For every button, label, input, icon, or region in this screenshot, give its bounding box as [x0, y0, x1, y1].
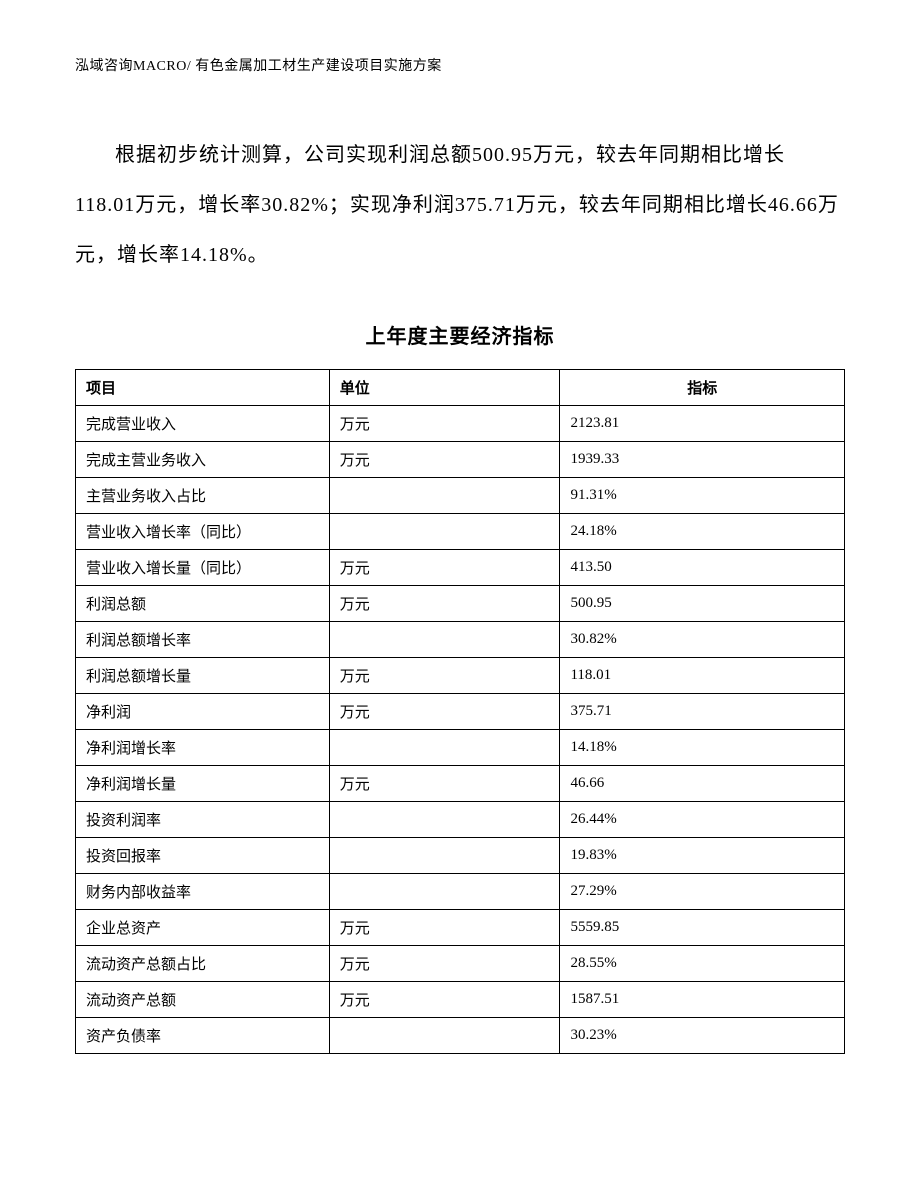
cell-project: 完成主营业务收入: [76, 442, 330, 478]
cell-unit: 万元: [329, 406, 560, 442]
cell-unit: 万元: [329, 910, 560, 946]
cell-project: 营业收入增长量（同比）: [76, 550, 330, 586]
column-header-indicator: 指标: [560, 370, 845, 406]
table-row: 投资利润率 26.44%: [76, 802, 845, 838]
cell-indicator: 118.01: [560, 658, 845, 694]
cell-unit: 万元: [329, 946, 560, 982]
table-row: 利润总额万元500.95: [76, 586, 845, 622]
cell-project: 利润总额: [76, 586, 330, 622]
page-container: 泓域咨询MACRO/ 有色金属加工材生产建设项目实施方案 根据初步统计测算，公司…: [0, 0, 920, 1114]
cell-unit: 万元: [329, 550, 560, 586]
page-header: 泓域咨询MACRO/ 有色金属加工材生产建设项目实施方案: [75, 55, 845, 75]
cell-unit: 万元: [329, 442, 560, 478]
table-row: 净利润增长率 14.18%: [76, 730, 845, 766]
cell-project: 利润总额增长量: [76, 658, 330, 694]
cell-indicator: 30.23%: [560, 1018, 845, 1054]
table-body: 完成营业收入万元2123.81完成主营业务收入万元1939.33主营业务收入占比…: [76, 406, 845, 1054]
table-row: 净利润增长量万元46.66: [76, 766, 845, 802]
cell-project: 净利润增长率: [76, 730, 330, 766]
cell-project: 完成营业收入: [76, 406, 330, 442]
table-row: 主营业务收入占比 91.31%: [76, 478, 845, 514]
cell-unit: [329, 802, 560, 838]
cell-indicator: 28.55%: [560, 946, 845, 982]
table-row: 利润总额增长量万元118.01: [76, 658, 845, 694]
cell-unit: 万元: [329, 694, 560, 730]
table-row: 企业总资产万元5559.85: [76, 910, 845, 946]
cell-project: 主营业务收入占比: [76, 478, 330, 514]
table-header-row: 项目 单位 指标: [76, 370, 845, 406]
cell-unit: [329, 478, 560, 514]
table-row: 营业收入增长率（同比） 24.18%: [76, 514, 845, 550]
cell-indicator: 1939.33: [560, 442, 845, 478]
cell-project: 企业总资产: [76, 910, 330, 946]
cell-project: 流动资产总额占比: [76, 946, 330, 982]
cell-indicator: 30.82%: [560, 622, 845, 658]
cell-project: 净利润: [76, 694, 330, 730]
table-row: 净利润万元375.71: [76, 694, 845, 730]
table-row: 财务内部收益率 27.29%: [76, 874, 845, 910]
body-paragraph: 根据初步统计测算，公司实现利润总额500.95万元，较去年同期相比增长118.0…: [75, 130, 845, 280]
table-row: 完成营业收入万元2123.81: [76, 406, 845, 442]
cell-unit: [329, 874, 560, 910]
cell-indicator: 1587.51: [560, 982, 845, 1018]
cell-indicator: 26.44%: [560, 802, 845, 838]
table-row: 流动资产总额万元1587.51: [76, 982, 845, 1018]
cell-unit: 万元: [329, 658, 560, 694]
table-row: 资产负债率 30.23%: [76, 1018, 845, 1054]
table-row: 完成主营业务收入万元1939.33: [76, 442, 845, 478]
cell-indicator: 2123.81: [560, 406, 845, 442]
cell-indicator: 413.50: [560, 550, 845, 586]
table-row: 流动资产总额占比万元28.55%: [76, 946, 845, 982]
cell-project: 营业收入增长率（同比）: [76, 514, 330, 550]
cell-indicator: 14.18%: [560, 730, 845, 766]
economic-indicators-table: 项目 单位 指标 完成营业收入万元2123.81完成主营业务收入万元1939.3…: [75, 369, 845, 1054]
cell-indicator: 46.66: [560, 766, 845, 802]
cell-project: 财务内部收益率: [76, 874, 330, 910]
cell-indicator: 500.95: [560, 586, 845, 622]
cell-unit: 万元: [329, 586, 560, 622]
table-row: 营业收入增长量（同比）万元413.50: [76, 550, 845, 586]
cell-project: 利润总额增长率: [76, 622, 330, 658]
cell-indicator: 375.71: [560, 694, 845, 730]
cell-unit: [329, 514, 560, 550]
cell-unit: [329, 838, 560, 874]
cell-project: 投资回报率: [76, 838, 330, 874]
table-title: 上年度主要经济指标: [75, 320, 845, 349]
cell-unit: 万元: [329, 766, 560, 802]
cell-indicator: 5559.85: [560, 910, 845, 946]
cell-unit: [329, 1018, 560, 1054]
cell-unit: 万元: [329, 982, 560, 1018]
table-row: 投资回报率 19.83%: [76, 838, 845, 874]
column-header-project: 项目: [76, 370, 330, 406]
column-header-unit: 单位: [329, 370, 560, 406]
cell-indicator: 19.83%: [560, 838, 845, 874]
cell-unit: [329, 622, 560, 658]
cell-project: 投资利润率: [76, 802, 330, 838]
table-row: 利润总额增长率 30.82%: [76, 622, 845, 658]
cell-project: 流动资产总额: [76, 982, 330, 1018]
cell-project: 资产负债率: [76, 1018, 330, 1054]
cell-indicator: 24.18%: [560, 514, 845, 550]
cell-project: 净利润增长量: [76, 766, 330, 802]
cell-unit: [329, 730, 560, 766]
cell-indicator: 27.29%: [560, 874, 845, 910]
cell-indicator: 91.31%: [560, 478, 845, 514]
